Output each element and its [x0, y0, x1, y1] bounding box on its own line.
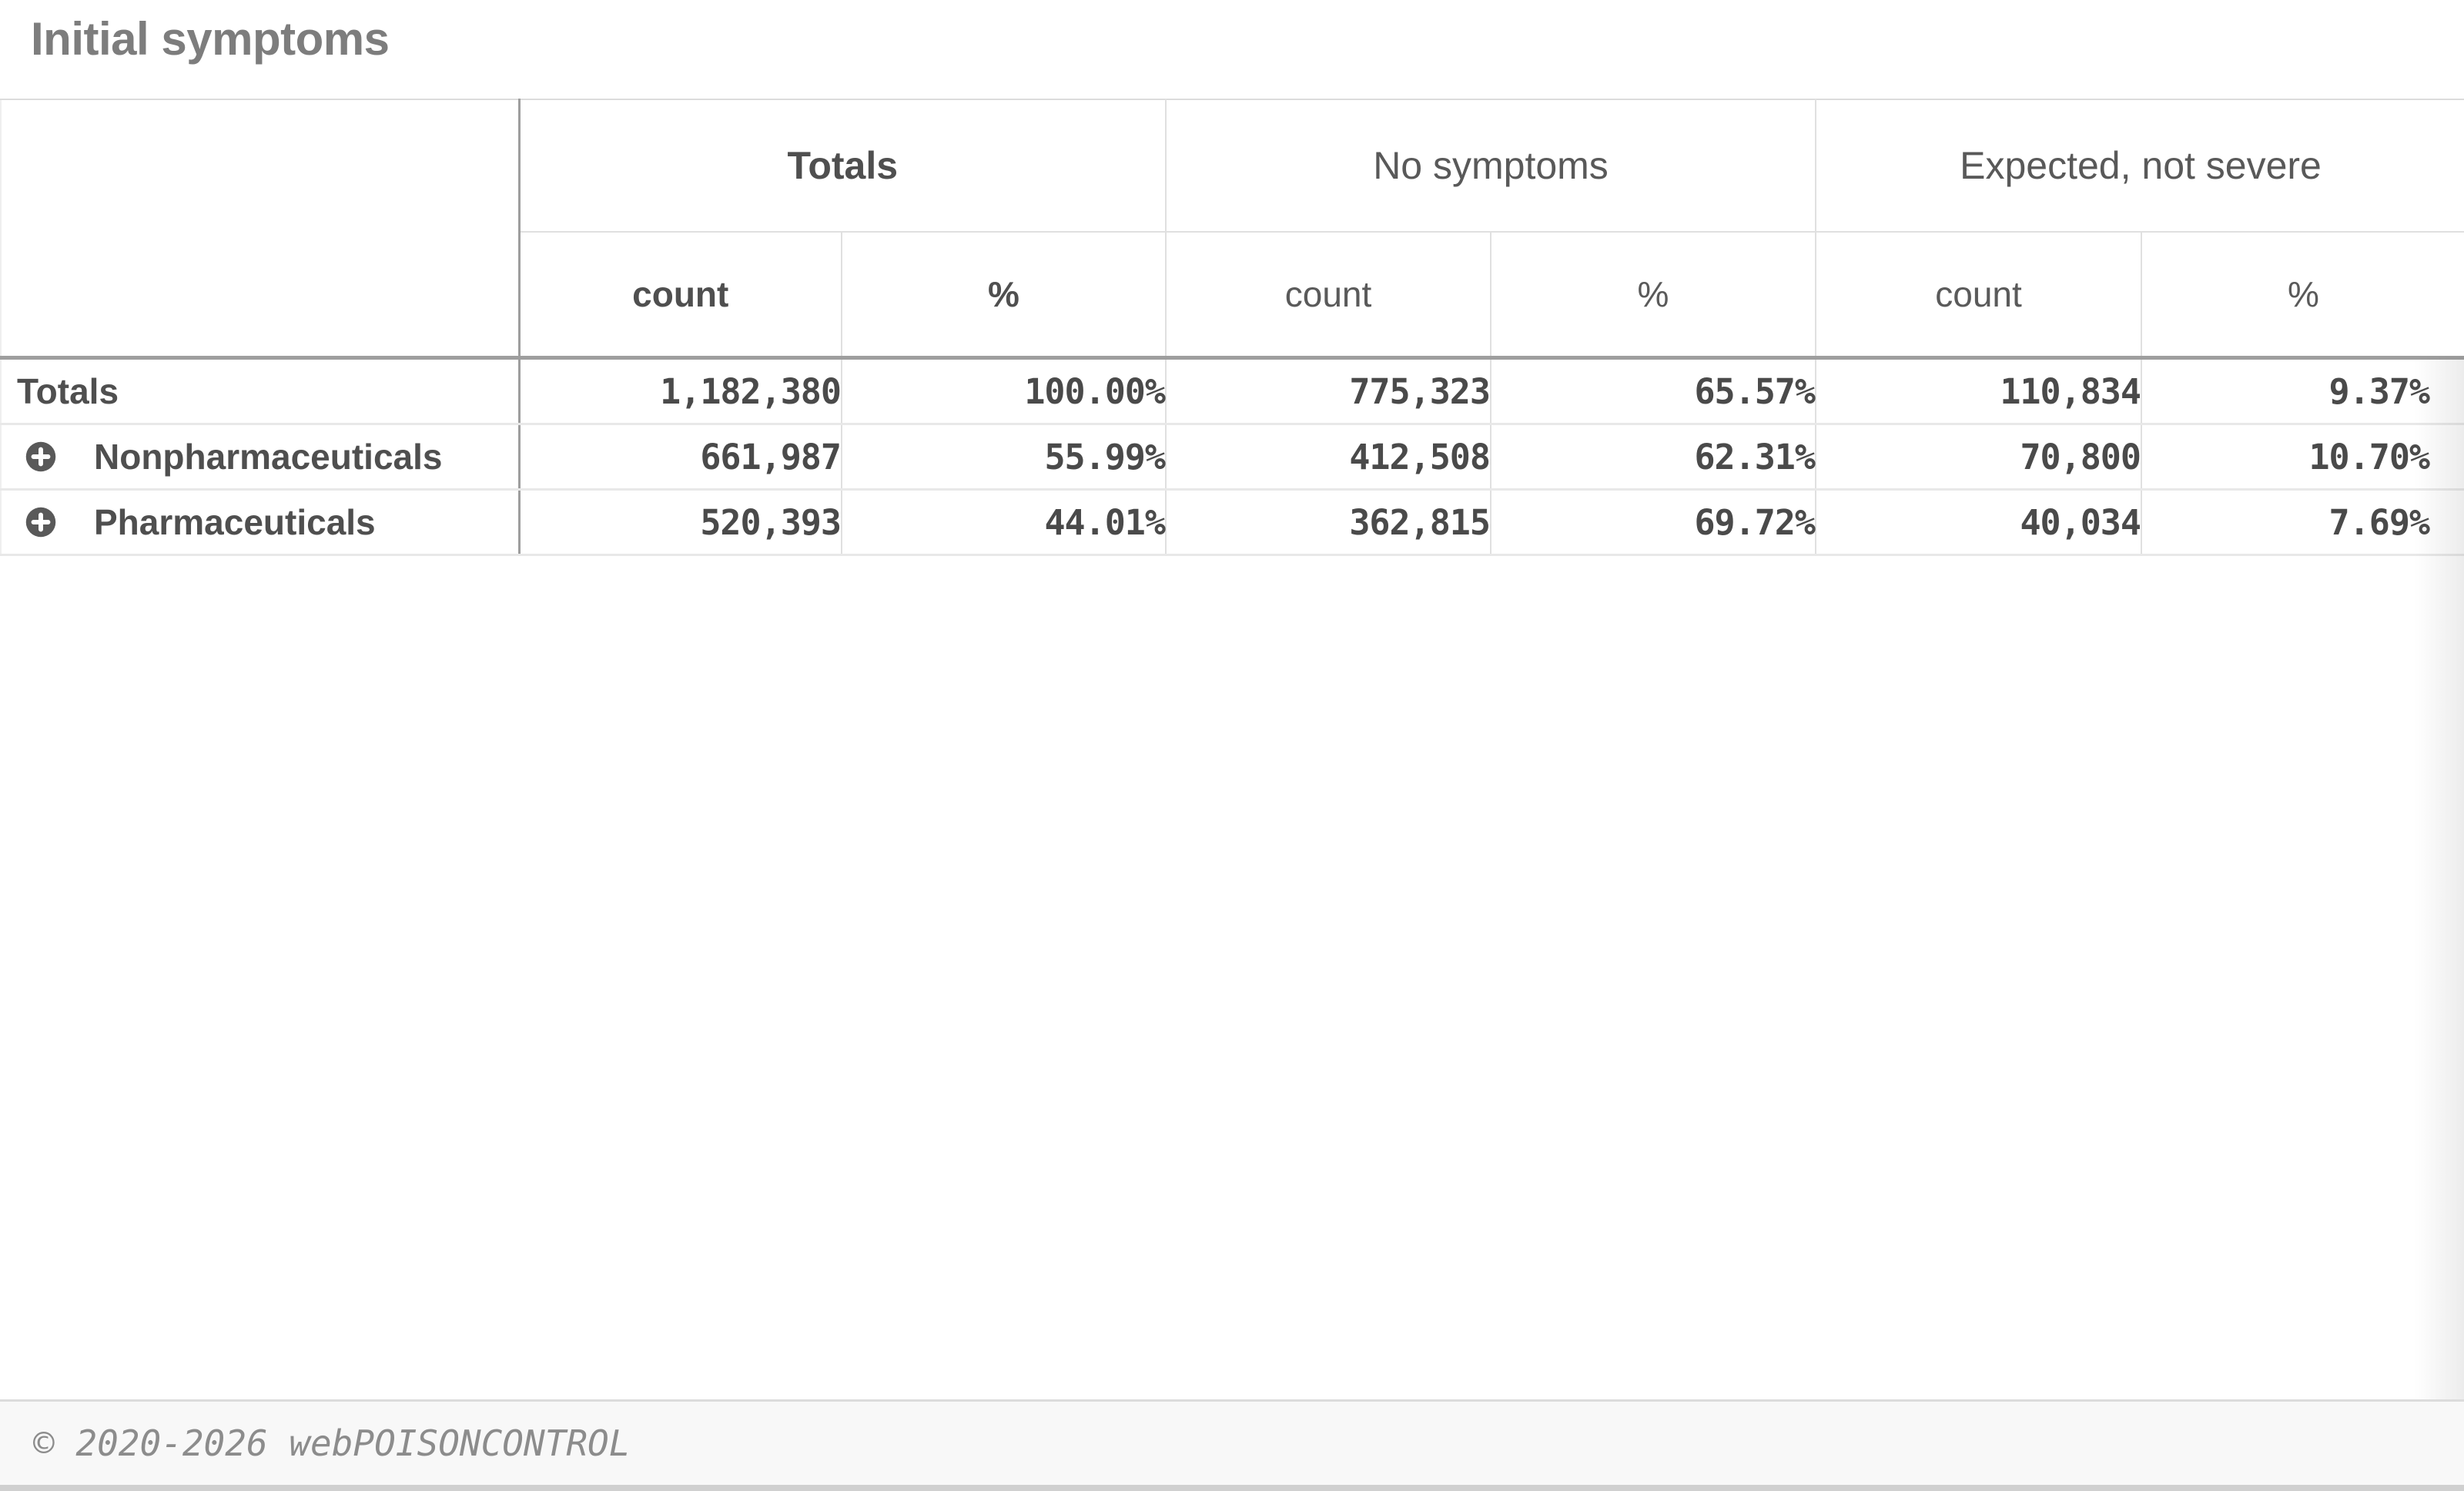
- row-label-totals: Totals: [0, 357, 521, 425]
- cell-totals-count: 1,182,380: [519, 357, 842, 425]
- subcolumn-header-totals-count: count: [519, 232, 842, 360]
- cell-no-symptoms-count: 412,508: [1166, 424, 1491, 491]
- cell-no-symptoms-count: 362,815: [1166, 489, 1491, 556]
- table-row-totals: Totals 1,182,380 100.00% 775,323 65.57% …: [0, 357, 2464, 425]
- page-title: Initial symptoms: [31, 13, 390, 65]
- bottom-border-strip: [0, 1485, 2464, 1491]
- cell-totals-pct: 55.99%: [842, 424, 1167, 491]
- row-label-nonpharmaceuticals[interactable]: Nonpharmaceuticals: [0, 424, 521, 491]
- table-row-nonpharmaceuticals: Nonpharmaceuticals 661,987 55.99% 412,50…: [0, 424, 2464, 491]
- cell-expected-pct: 10.70%: [2141, 424, 2464, 491]
- cell-no-symptoms-pct: 69.72%: [1491, 489, 1816, 556]
- expand-plus-icon[interactable]: [25, 506, 57, 538]
- initial-symptoms-pivot-table: Totals No symptoms Expected, not severe …: [0, 99, 2464, 556]
- cell-totals-pct: 44.01%: [842, 489, 1167, 556]
- cell-totals-count: 661,987: [519, 424, 842, 491]
- cell-no-symptoms-count: 775,323: [1166, 357, 1491, 425]
- subcolumn-header-expected-pct: %: [2141, 232, 2464, 360]
- cell-expected-pct: 7.69%: [2141, 489, 2464, 556]
- cell-no-symptoms-pct: 65.57%: [1491, 357, 1816, 425]
- column-group-header-expected-not-severe: Expected, not severe: [1816, 99, 2464, 233]
- cell-totals-count: 520,393: [519, 489, 842, 556]
- expand-plus-icon[interactable]: [25, 441, 57, 473]
- subcolumn-header-no-symptoms-count: count: [1166, 232, 1491, 360]
- subcolumn-header-expected-count: count: [1816, 232, 2142, 360]
- subcolumn-header-no-symptoms-pct: %: [1491, 232, 1816, 360]
- row-label-text: Pharmaceuticals: [94, 502, 376, 542]
- cell-no-symptoms-pct: 62.31%: [1491, 424, 1816, 491]
- footer: © 2020-2026 webPOISONCONTROL: [0, 1399, 2464, 1485]
- column-group-header-no-symptoms: No symptoms: [1166, 99, 1816, 233]
- column-group-header-totals: Totals: [519, 99, 1167, 233]
- row-label-text: Nonpharmaceuticals: [94, 437, 443, 477]
- cell-expected-pct: 9.37%: [2141, 357, 2464, 425]
- copyright-text: © 2020-2026 webPOISONCONTROL: [33, 1422, 631, 1464]
- cell-expected-count: 40,034: [1816, 489, 2142, 556]
- cell-expected-count: 110,834: [1816, 357, 2142, 425]
- cell-totals-pct: 100.00%: [842, 357, 1167, 425]
- row-label-pharmaceuticals[interactable]: Pharmaceuticals: [0, 489, 521, 556]
- subcolumn-header-totals-pct: %: [842, 232, 1167, 360]
- row-label-text: Totals: [17, 371, 119, 411]
- corner-header-cell: [0, 99, 521, 360]
- cell-expected-count: 70,800: [1816, 424, 2142, 491]
- table-row-pharmaceuticals: Pharmaceuticals 520,393 44.01% 362,815 6…: [0, 489, 2464, 556]
